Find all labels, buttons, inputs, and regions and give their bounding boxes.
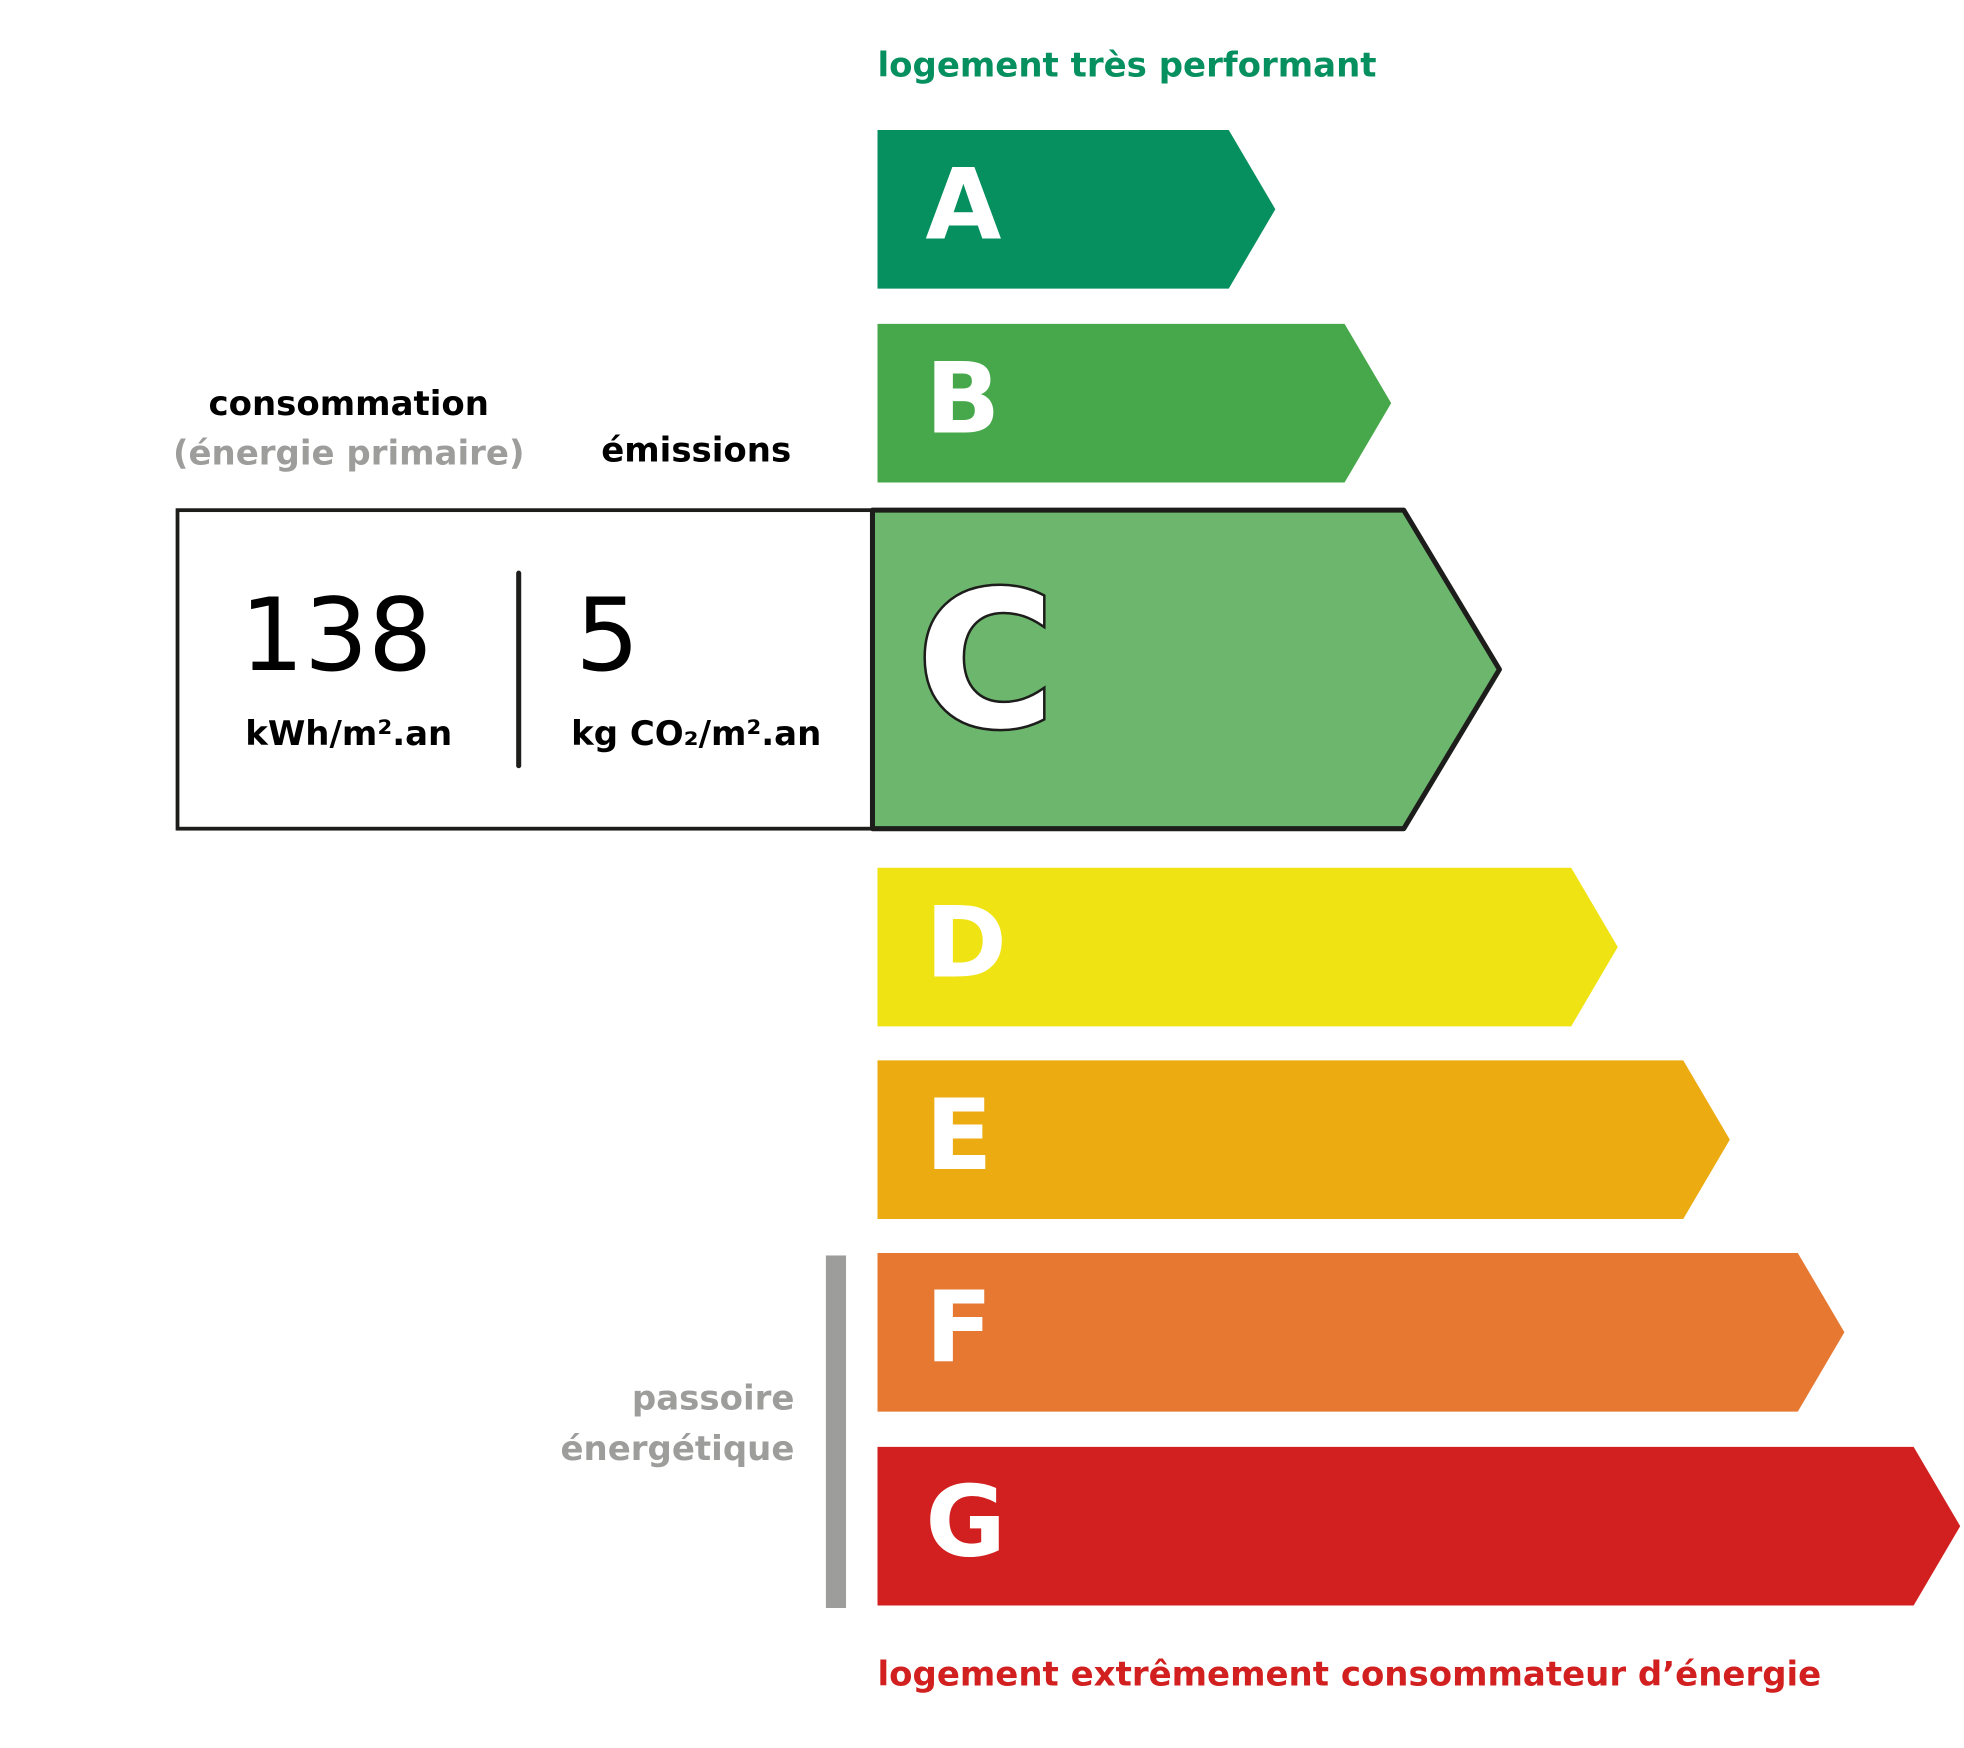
class-bar [877,867,1618,1027]
passoire-label: énergétique [561,1429,795,1469]
class-bar [877,1446,1961,1606]
class-letter: F [925,1272,992,1386]
class-letter: G [925,1466,1006,1580]
emissions-value: 5 [575,577,639,694]
class-bar [877,129,1276,289]
class-bar-current [869,507,1502,832]
passoire-bar [825,1255,847,1608]
passoire-label: passoire [632,1379,795,1419]
class-letter: D [925,886,1007,1000]
values-box [175,508,875,831]
emissions-unit: kg CO₂/m².an [571,714,821,754]
class-letter: A [925,149,1001,263]
class-letter: C [917,551,1056,771]
top-label: logement très performant [878,45,1377,85]
class-bar [877,323,1392,483]
bottom-label: logement extrêmement consommateur d’éner… [878,1654,1822,1694]
consumption-subheader: (énergie primaire) [173,433,525,473]
consumption-value: 138 [240,577,432,694]
consumption-header: consommation [209,384,489,424]
consumption-unit: kWh/m².an [245,714,452,754]
emissions-header: émissions [601,431,791,471]
class-bar [877,1060,1730,1219]
class-letter: B [925,343,1000,457]
class-bar [877,1252,1845,1412]
class-letter: E [925,1079,992,1193]
